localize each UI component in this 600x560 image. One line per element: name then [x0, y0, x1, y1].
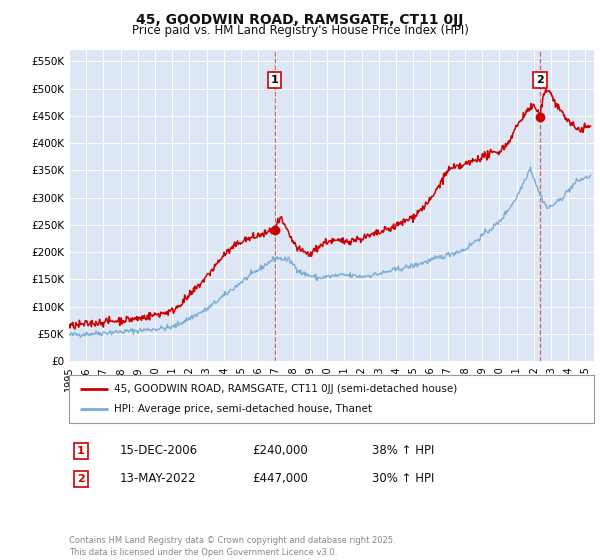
Text: 45, GOODWIN ROAD, RAMSGATE, CT11 0JJ (semi-detached house): 45, GOODWIN ROAD, RAMSGATE, CT11 0JJ (se… — [113, 384, 457, 394]
Text: 30% ↑ HPI: 30% ↑ HPI — [372, 472, 434, 486]
Text: HPI: Average price, semi-detached house, Thanet: HPI: Average price, semi-detached house,… — [113, 404, 371, 414]
Text: £240,000: £240,000 — [252, 444, 308, 458]
Text: £447,000: £447,000 — [252, 472, 308, 486]
Text: 2: 2 — [77, 474, 85, 484]
Text: 15-DEC-2006: 15-DEC-2006 — [120, 444, 198, 458]
Text: 38% ↑ HPI: 38% ↑ HPI — [372, 444, 434, 458]
Text: 1: 1 — [271, 75, 278, 85]
Text: Price paid vs. HM Land Registry's House Price Index (HPI): Price paid vs. HM Land Registry's House … — [131, 24, 469, 38]
Text: 45, GOODWIN ROAD, RAMSGATE, CT11 0JJ: 45, GOODWIN ROAD, RAMSGATE, CT11 0JJ — [136, 13, 464, 27]
Text: 1: 1 — [77, 446, 85, 456]
Text: Contains HM Land Registry data © Crown copyright and database right 2025.
This d: Contains HM Land Registry data © Crown c… — [69, 536, 395, 557]
Text: 2: 2 — [536, 75, 544, 85]
Text: 13-MAY-2022: 13-MAY-2022 — [120, 472, 197, 486]
